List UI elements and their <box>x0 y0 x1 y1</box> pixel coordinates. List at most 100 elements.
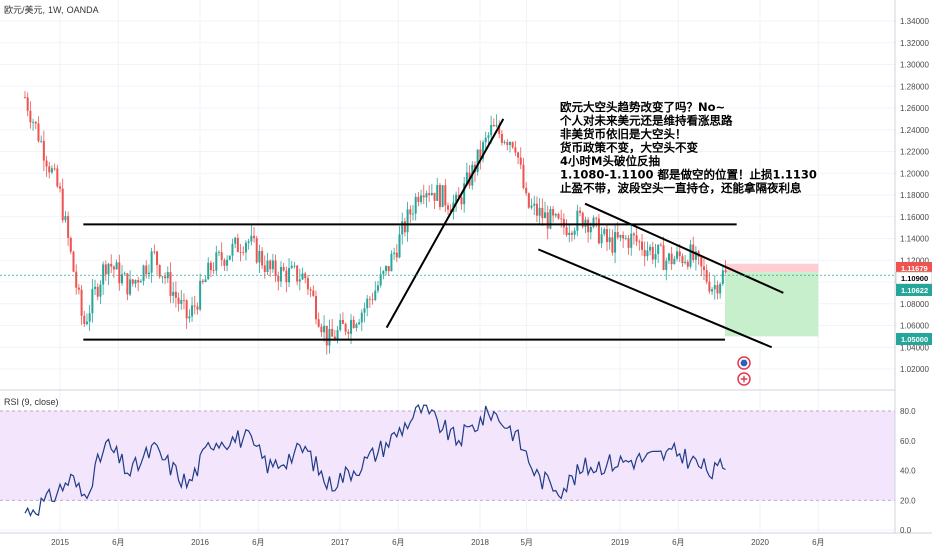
candle-body <box>393 252 396 254</box>
trendline[interactable] <box>537 248 773 349</box>
chart-header: 欧元/美元, 1W, OANDA <box>4 4 99 15</box>
trendline[interactable] <box>385 118 505 329</box>
candle-body <box>26 97 29 111</box>
candle-body <box>204 279 207 283</box>
candle-body <box>382 271 385 275</box>
candle-body <box>153 251 156 253</box>
candle-body <box>126 273 129 295</box>
candle-body <box>366 298 369 309</box>
rsi-tick-label: 0.0 <box>900 526 912 535</box>
candle-body <box>244 242 247 253</box>
candle-body <box>34 121 37 124</box>
candle-body <box>711 289 714 292</box>
candle-body <box>465 172 468 184</box>
candle-body <box>234 237 237 244</box>
candle-body <box>535 203 538 216</box>
candle-body <box>274 260 277 276</box>
candle-body <box>29 110 32 123</box>
candle-body <box>363 308 366 313</box>
candle-body <box>376 285 379 291</box>
short-position-tool[interactable] <box>725 263 819 337</box>
candle-body <box>565 227 568 236</box>
candle-body <box>678 251 681 257</box>
candle-body <box>605 229 608 243</box>
candle-body <box>500 134 503 143</box>
candle-body <box>479 149 482 159</box>
price-axis[interactable]: 1.34000 1.32000 1.30000 1.28000 1.26000 1.240… <box>900 17 929 374</box>
candle-body <box>61 188 64 221</box>
take-profit-zone[interactable] <box>725 272 819 337</box>
annotation-line: 个人对未来美元还是维持看涨思路 <box>559 114 733 128</box>
candle-body <box>145 265 148 275</box>
candle-body <box>123 273 126 275</box>
candle-body <box>45 160 48 167</box>
economic-event-icons[interactable] <box>737 356 751 386</box>
price-tick-label: 1.34000 <box>900 17 929 26</box>
candle-body <box>104 264 107 275</box>
candle-body <box>129 279 132 295</box>
annotation-line: 1.1080-1.1100 都是做空的位置！止损1.1130 <box>560 168 817 182</box>
candle-body <box>134 280 137 284</box>
annotation-line: 4小时M头破位反抽 <box>560 154 660 168</box>
candle-body <box>570 232 573 235</box>
candle-body <box>77 287 80 290</box>
candle-body <box>676 251 679 259</box>
price-tick-label: 1.04000 <box>900 343 929 352</box>
candle-body <box>341 319 344 324</box>
candle-body <box>282 267 285 271</box>
time-tick-label: 2020 <box>751 538 769 547</box>
candle-body <box>576 210 579 231</box>
time-axis[interactable]: 2015 6月 2016 6月 2017 6月 2018 5月 2019 6月 2020 6月 <box>51 538 824 547</box>
candle-body <box>622 235 625 239</box>
candle-body <box>573 230 576 235</box>
candle-body <box>215 252 218 271</box>
annotation-line: 止盈不带，波段空头一直持仓，还能拿隔夜利息 <box>560 181 802 195</box>
candle-body <box>336 330 339 341</box>
trade-idea-annotation: 欧元大空头趋势改变了吗？No~个人对未来美元还是维持看涨思路非美货币依旧是大空头… <box>559 100 817 195</box>
time-tick-label: 2015 <box>51 538 69 547</box>
trendline[interactable] <box>584 202 784 294</box>
candle-body <box>665 260 668 270</box>
candle-body <box>37 123 40 142</box>
candle-body <box>328 328 331 346</box>
candle-body <box>314 295 317 320</box>
candle-body <box>519 157 522 165</box>
price-tick-label: 1.18000 <box>900 191 929 200</box>
candle-body <box>266 260 269 273</box>
candle-body <box>118 262 121 284</box>
candle-body <box>560 218 563 220</box>
rsi-axis[interactable]: 80.0 60.0 40.0 20.0 0.0 <box>900 407 916 535</box>
stop-loss-zone[interactable] <box>725 263 819 273</box>
candle-body <box>581 212 584 227</box>
candle-body <box>271 260 274 270</box>
candle-body <box>533 203 536 206</box>
candle-body <box>624 238 627 239</box>
candle-body <box>511 142 514 148</box>
price-tick-label: 1.06000 <box>900 322 929 331</box>
candle-body <box>390 253 393 272</box>
candle-body <box>438 184 441 208</box>
candle-body <box>667 253 670 261</box>
candle-body <box>379 274 382 286</box>
candle-body <box>422 195 425 198</box>
candle-body <box>721 270 724 284</box>
candle-body <box>646 250 649 257</box>
candle-body <box>137 280 140 283</box>
candle-body <box>503 141 506 143</box>
rsi-indicator-label[interactable]: RSI (9, close) <box>4 397 59 407</box>
candle-body <box>608 237 611 243</box>
candle-body <box>549 209 552 229</box>
trendlines[interactable] <box>83 118 784 349</box>
candle-body <box>444 185 447 206</box>
candle-body <box>681 256 684 263</box>
candle-body <box>72 251 75 272</box>
price-tag-label: 1.05000 <box>901 335 928 344</box>
price-tag-label: 1.11679 <box>901 264 928 273</box>
candle-body <box>713 285 716 290</box>
candle-body <box>508 142 511 145</box>
candle-body <box>228 255 231 260</box>
candle-body <box>554 213 557 216</box>
candle-body <box>541 207 544 219</box>
candle-body <box>449 209 452 212</box>
